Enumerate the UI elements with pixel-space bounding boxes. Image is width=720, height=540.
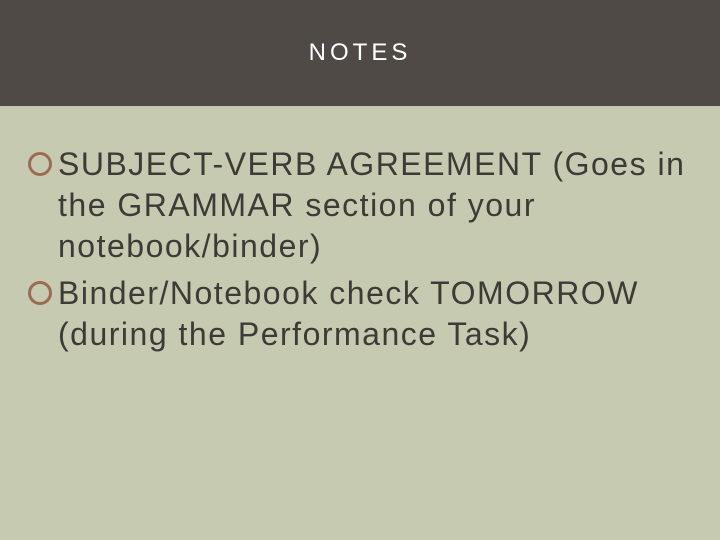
bullet-item: SUBJECT-VERB AGREEMENT (Goes in the GRAM… [28, 144, 692, 267]
slide-title: NOTES [309, 39, 412, 67]
title-band: NOTES [0, 0, 720, 106]
bullet-ring-icon [28, 152, 52, 176]
bullet-ring-icon [28, 281, 52, 305]
bullet-text: SUBJECT-VERB AGREEMENT (Goes in the GRAM… [58, 144, 692, 267]
slide: NOTES SUBJECT-VERB AGREEMENT (Goes in th… [0, 0, 720, 540]
bullet-text: Binder/Notebook check TOMORROW (during t… [58, 273, 692, 355]
bullet-item: Binder/Notebook check TOMORROW (during t… [28, 273, 692, 355]
slide-body: SUBJECT-VERB AGREEMENT (Goes in the GRAM… [0, 106, 720, 389]
